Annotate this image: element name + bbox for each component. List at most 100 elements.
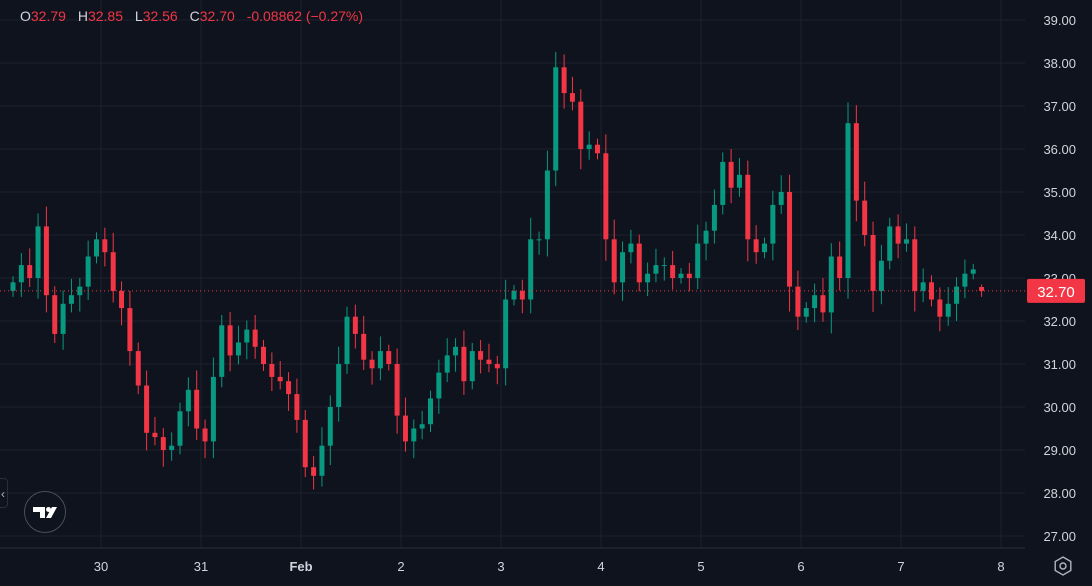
candle-body [728, 161, 734, 188]
open-value: 32.79 [30, 8, 66, 24]
candle-body [845, 123, 851, 278]
candle-body [43, 226, 49, 296]
candle-body [461, 346, 467, 382]
candle-body [453, 346, 459, 356]
candle-body [695, 243, 701, 278]
candle-body [110, 252, 116, 291]
time-tick-label: 7 [897, 559, 904, 574]
candle-body [920, 282, 926, 291]
candle-body [828, 256, 834, 313]
time-tick-label: 6 [797, 559, 804, 574]
candle-body [820, 295, 826, 313]
candle-body [302, 419, 308, 468]
candle-body [202, 428, 208, 442]
tradingview-logo-glyph [33, 507, 57, 518]
candle-body [903, 239, 909, 244]
candle-body [653, 265, 659, 274]
candle-body [119, 290, 125, 309]
candle-body [428, 398, 433, 425]
candle-body [369, 359, 375, 369]
candle-body [778, 192, 784, 205]
chevron-left-icon[interactable]: ‹ [0, 478, 8, 508]
candle-body [711, 204, 717, 231]
candle-body [18, 265, 24, 283]
candle-body [569, 93, 575, 102]
time-tick-label: 2 [397, 559, 404, 574]
candle-body [736, 174, 742, 188]
price-tick-label: 32.00 [1043, 314, 1076, 329]
candle-body [60, 303, 66, 334]
candle-body [377, 351, 383, 369]
price-tick-label: 34.00 [1043, 228, 1076, 243]
candle-body [503, 299, 509, 369]
candle-body [27, 265, 33, 278]
candle-body [319, 445, 325, 476]
candle-body [954, 286, 960, 304]
candle-body [68, 295, 74, 304]
candle-body [286, 381, 292, 395]
price-tick-label: 39.00 [1043, 13, 1076, 28]
candle-body [361, 333, 367, 360]
candle-body [603, 153, 609, 240]
candle-body [870, 235, 876, 291]
candle-body [386, 351, 392, 364]
candle-body [945, 303, 951, 317]
candle-body [219, 325, 225, 377]
candle-body [10, 282, 16, 291]
candle-body [745, 174, 751, 240]
candle-body [937, 299, 943, 317]
candle-body [887, 226, 893, 261]
candle-body [261, 346, 266, 364]
candle-body [160, 437, 166, 450]
candle-body [670, 265, 676, 278]
candle-body [837, 256, 843, 278]
candle-body [235, 342, 241, 356]
time-tick-label: 5 [697, 559, 704, 574]
time-tick-label: 8 [997, 559, 1004, 574]
candle-body [294, 394, 300, 420]
candle-body [344, 316, 350, 364]
candle-body [962, 273, 968, 287]
candle-body [419, 424, 425, 429]
candle-body [878, 260, 884, 291]
last-price-badge [1027, 278, 1085, 303]
candle-body [812, 295, 818, 309]
candle-body [611, 239, 617, 283]
candle-body [210, 376, 216, 442]
last-price-label: 32.70 [1037, 284, 1075, 301]
candle-body [661, 265, 667, 267]
candle-body [327, 407, 333, 446]
candle-body [311, 467, 317, 476]
candle-body [177, 411, 183, 446]
candle-body [102, 239, 108, 253]
gear-icon[interactable] [1052, 555, 1074, 577]
candle-body [620, 252, 626, 283]
candle-body [645, 273, 651, 283]
tradingview-logo[interactable] [24, 491, 66, 533]
price-tick-label: 28.00 [1043, 486, 1076, 501]
candle-body [394, 364, 400, 416]
candle-body [35, 226, 41, 278]
candle-body [185, 389, 191, 412]
candle-body [77, 286, 83, 296]
candle-body [762, 243, 767, 253]
candle-body [561, 67, 567, 94]
candle-body [244, 329, 250, 343]
time-tick-label: 30 [94, 559, 108, 574]
candle-body [277, 376, 283, 382]
candle-body [135, 351, 141, 386]
candle-body [402, 415, 408, 442]
candle-body [929, 282, 934, 300]
candle-body [494, 364, 500, 369]
price-tick-label: 27.00 [1043, 529, 1076, 544]
candle-body [770, 204, 776, 244]
candle-body [252, 329, 258, 347]
candle-body [336, 364, 342, 407]
close-label: C [189, 8, 200, 24]
candle-body [85, 256, 91, 287]
price-tick-label: 36.00 [1043, 142, 1076, 157]
price-tick-label: 29.00 [1043, 443, 1076, 458]
time-tick-label: 31 [194, 559, 208, 574]
candle-body [636, 243, 642, 283]
